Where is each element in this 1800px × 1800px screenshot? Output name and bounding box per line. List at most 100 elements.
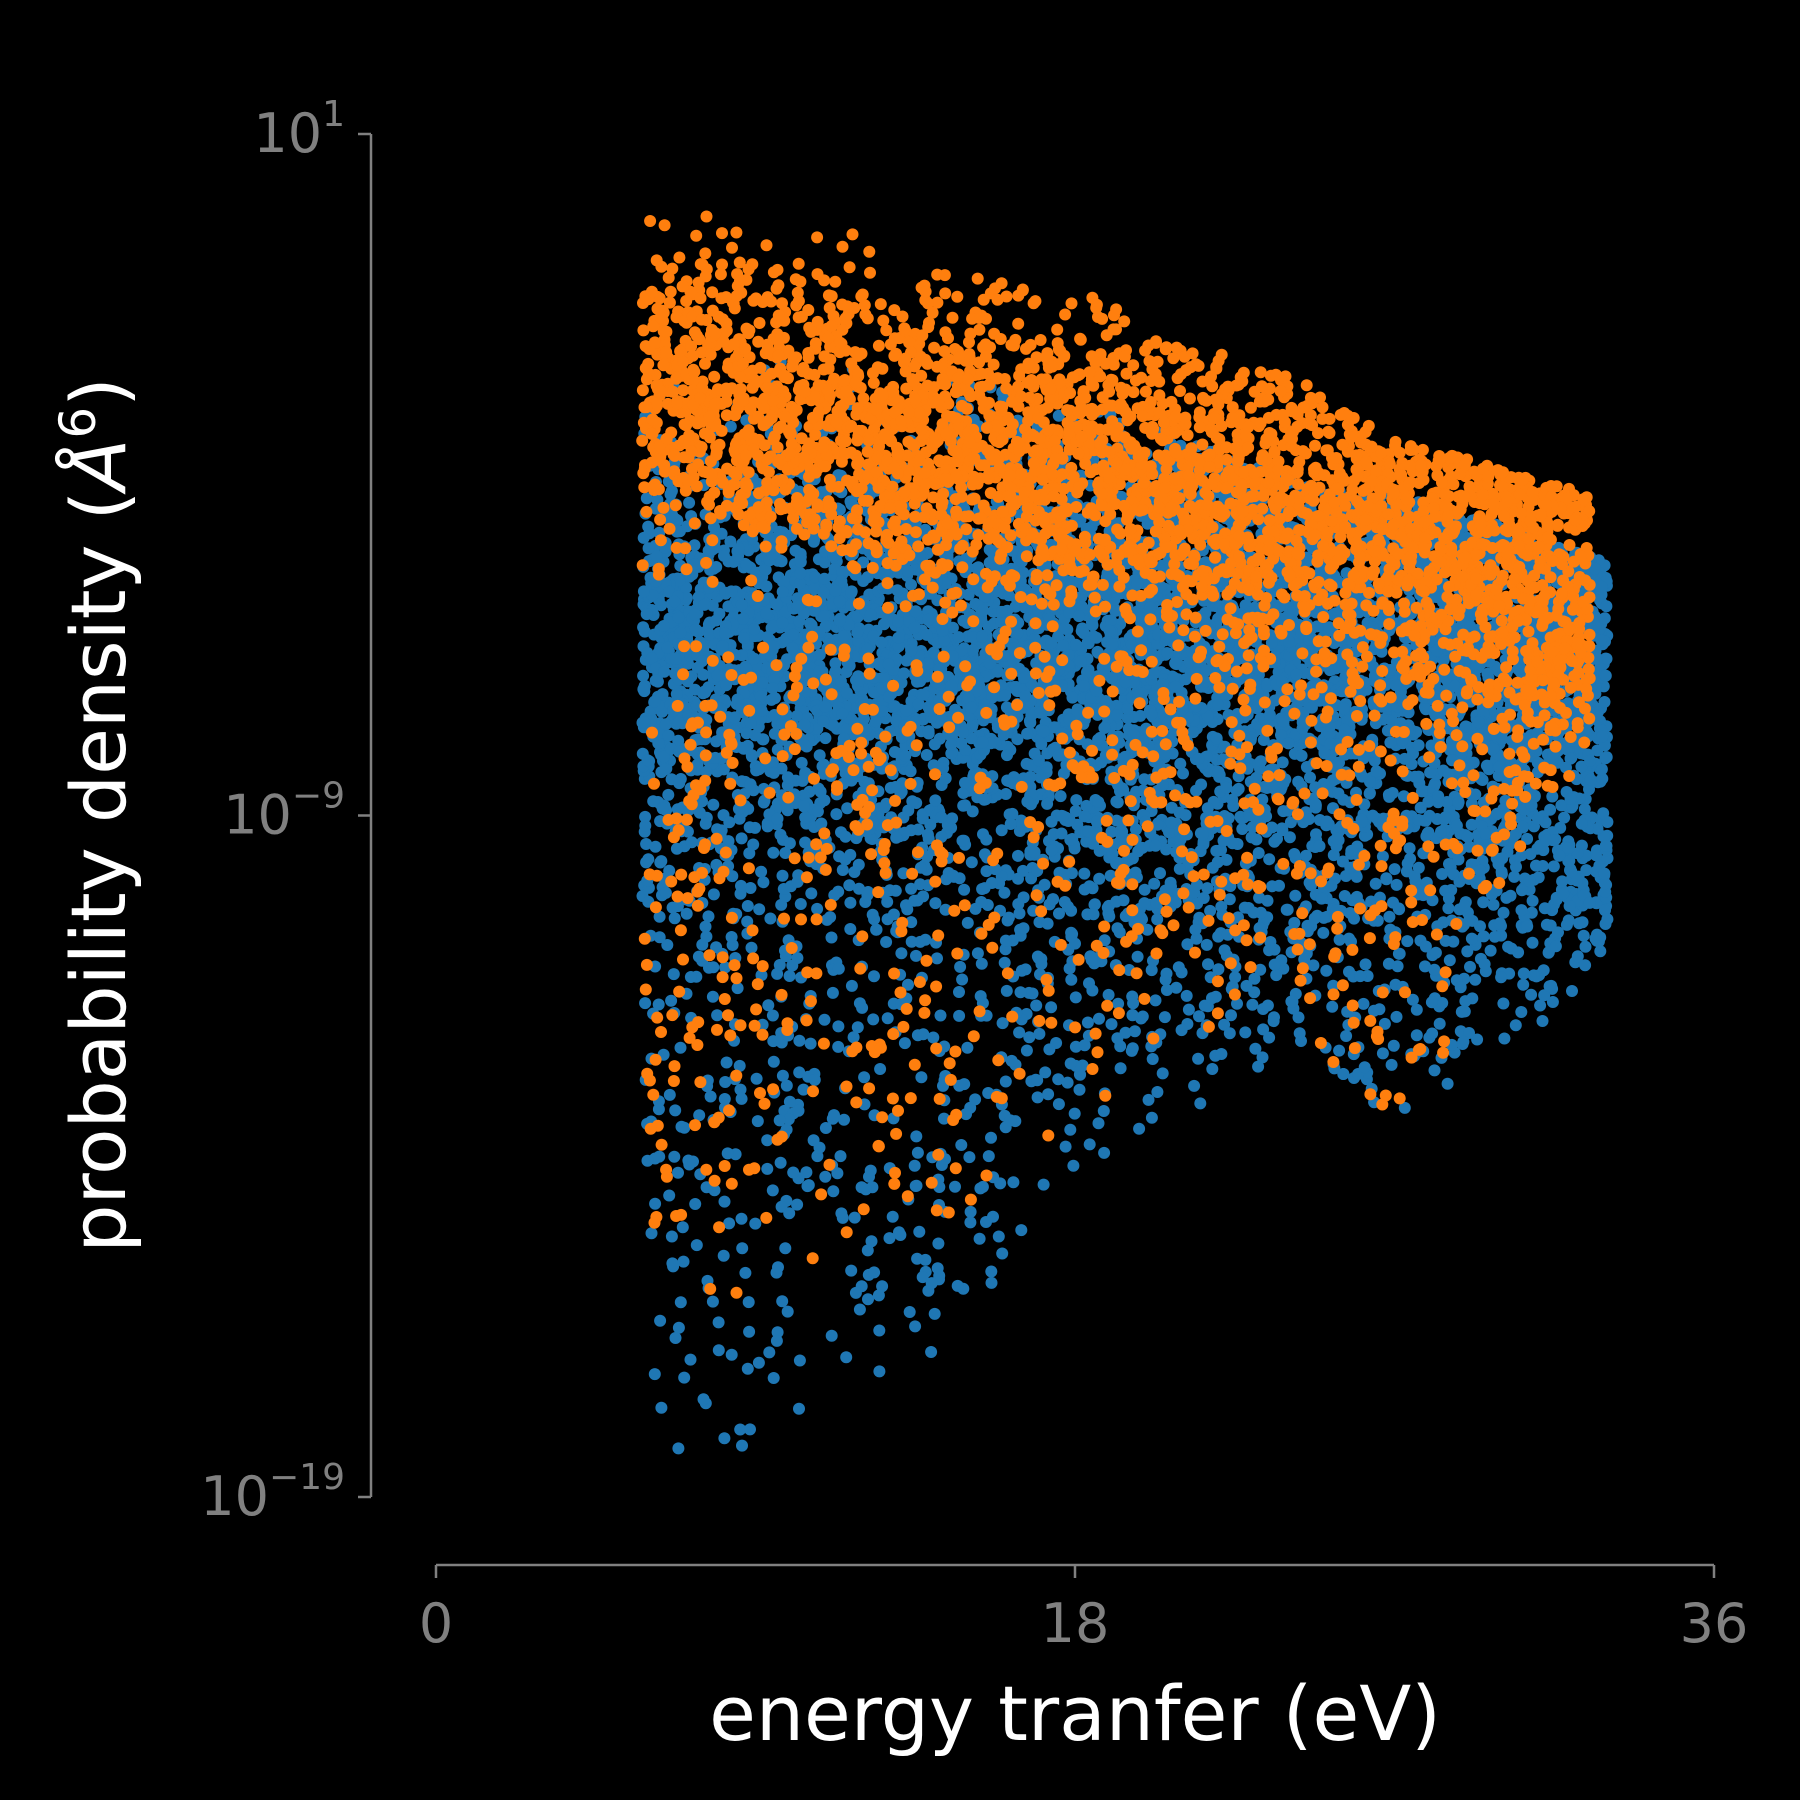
data-point: [1138, 883, 1151, 896]
data-point: [1310, 828, 1322, 841]
data-point: [1013, 907, 1026, 920]
data-point: [1200, 938, 1213, 951]
data-point: [1304, 771, 1316, 784]
data-point: [956, 834, 969, 847]
data-point: [819, 1122, 832, 1134]
data-point: [1121, 703, 1134, 715]
data-point: [687, 1155, 699, 1168]
data-point: [1011, 733, 1024, 746]
data-point: [659, 886, 672, 899]
data-point: [791, 1198, 804, 1211]
data-point: [909, 1320, 922, 1333]
data-point: [886, 1210, 899, 1223]
data-point: [845, 586, 858, 599]
data-point: [1238, 901, 1251, 914]
data-point: [911, 1146, 924, 1159]
data-point: [953, 986, 965, 998]
data-point: [1068, 1107, 1081, 1120]
data-point: [649, 1197, 662, 1210]
data-point: [1598, 739, 1611, 752]
data-point: [1039, 1066, 1052, 1079]
data-point: [1154, 867, 1166, 880]
data-point: [761, 1134, 774, 1147]
data-point: [848, 1211, 861, 1224]
data-point: [1383, 910, 1396, 923]
data-point: [830, 808, 843, 821]
data-point: [927, 759, 940, 772]
data-point: [858, 1071, 871, 1084]
data-point: [641, 1154, 654, 1167]
data-point: [1454, 981, 1467, 994]
data-point: [1145, 964, 1158, 977]
data-point: [718, 549, 730, 562]
data-point: [1257, 1023, 1270, 1036]
data-point: [1546, 996, 1559, 1008]
data-point: [675, 1120, 688, 1133]
data-point: [1599, 669, 1612, 682]
data-point: [706, 990, 719, 1003]
data-point: [718, 1432, 731, 1445]
data-point: [853, 882, 865, 895]
data-point: [1461, 945, 1474, 958]
data-point: [744, 882, 757, 894]
data-point: [1600, 652, 1613, 665]
data-point: [964, 1216, 977, 1229]
data-point: [1128, 1025, 1141, 1038]
data-point: [1182, 1003, 1195, 1016]
data-point: [1031, 1091, 1044, 1104]
data-point: [1175, 1024, 1188, 1037]
data-point: [1509, 1019, 1522, 1032]
data-point: [717, 1249, 730, 1262]
data-point: [847, 1031, 860, 1044]
data-point: [1126, 1042, 1139, 1055]
data-point: [1508, 870, 1521, 883]
data-point: [1497, 997, 1510, 1010]
data-point: [1086, 882, 1099, 895]
data-point: [1146, 1053, 1159, 1065]
data-point: [954, 960, 967, 973]
data-point: [1131, 950, 1144, 963]
data-point: [843, 879, 856, 892]
data-point: [749, 1217, 762, 1230]
data-point: [794, 898, 807, 910]
data-point: [1566, 985, 1578, 997]
data-point: [1410, 1003, 1423, 1016]
data-point: [1142, 1093, 1155, 1106]
data-point: [1327, 979, 1340, 992]
data-point: [1376, 850, 1389, 863]
data-point: [1300, 849, 1312, 862]
data-point: [951, 1279, 964, 1292]
data-point: [792, 1104, 805, 1117]
data-point: [898, 1037, 911, 1050]
data-point: [1043, 1043, 1056, 1056]
data-point: [774, 1156, 787, 1169]
data-point: [958, 1078, 971, 1091]
data-point: [1236, 823, 1249, 835]
data-point: [781, 1305, 794, 1318]
data-point: [1373, 1003, 1386, 1016]
data-point: [684, 1353, 697, 1366]
data-point: [1218, 1018, 1231, 1031]
data-point: [1226, 793, 1239, 806]
data-point: [1464, 960, 1476, 973]
data-point: [985, 1276, 998, 1289]
data-point: [1061, 1076, 1074, 1089]
data-point: [638, 625, 651, 638]
data-point: [749, 821, 761, 834]
data-point: [965, 856, 978, 869]
data-point: [1180, 989, 1193, 1002]
data-point: [697, 1393, 710, 1406]
data-point: [913, 1225, 926, 1238]
data-point: [1078, 810, 1091, 823]
data-point: [1097, 1105, 1110, 1117]
data-point: [804, 1037, 817, 1050]
data-point: [661, 939, 674, 951]
data-point: [840, 686, 853, 699]
data-point: [1469, 973, 1482, 986]
data-point: [744, 778, 757, 791]
data-point: [648, 1368, 661, 1381]
data-point: [1598, 612, 1611, 625]
data-point: [1364, 775, 1376, 788]
data-point: [1357, 997, 1370, 1010]
